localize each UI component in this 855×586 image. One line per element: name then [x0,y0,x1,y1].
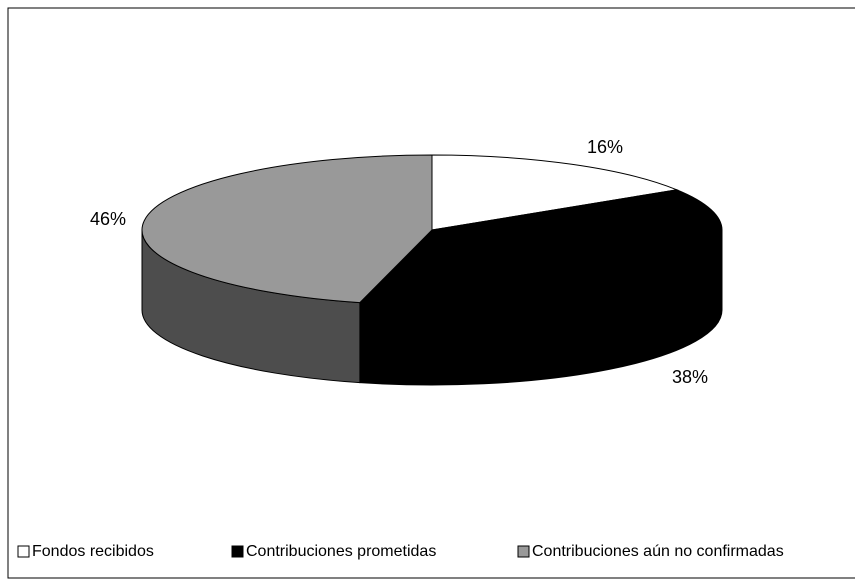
legend-swatch [17,545,30,558]
data-label: 16% [587,137,623,157]
legend-swatch [231,545,244,558]
legend-swatch [517,545,530,558]
data-label: 46% [90,209,126,229]
data-label: 38% [672,367,708,387]
slice [431,154,679,231]
legend-label: Fondos recibidos [32,543,154,560]
slice [141,154,433,304]
legend-label: Contribuciones aún no confirmadas [532,543,784,560]
slice [358,189,723,306]
legend-label: Contribuciones prometidas [246,543,436,560]
